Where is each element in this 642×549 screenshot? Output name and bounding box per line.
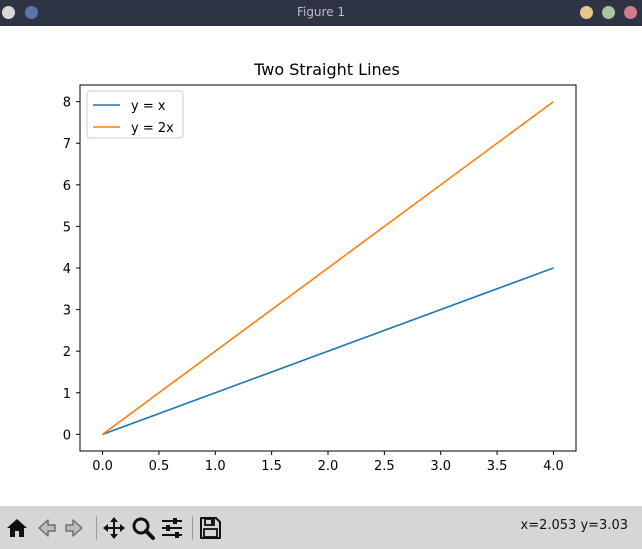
- y-tick-label: 7: [63, 137, 71, 152]
- x-tick-label: 0.5: [149, 459, 170, 474]
- forward-icon[interactable]: [63, 516, 87, 540]
- y-tick-label: 0: [63, 428, 71, 443]
- legend-label: y = 2x: [131, 121, 174, 136]
- y-tick-label: 1: [63, 387, 71, 402]
- series-line: [102, 267, 554, 436]
- chart: Two Straight Lines 0.0 0.5 1.0 1.5 2.0 2.5 3.0…: [63, 60, 577, 474]
- x-tick-label: 2.0: [318, 459, 339, 474]
- toolbar-separator: [96, 516, 97, 540]
- x-tick-label: 3.0: [430, 459, 451, 474]
- pan-icon[interactable]: [102, 516, 126, 540]
- x-tick-label: 4.0: [543, 459, 564, 474]
- minimize-button[interactable]: [580, 6, 593, 19]
- window-title: Figure 1: [296, 5, 346, 19]
- back-icon[interactable]: [34, 516, 58, 540]
- home-icon[interactable]: [5, 516, 29, 540]
- y-tick-label: 4: [63, 262, 71, 277]
- y-tick-label: 3: [63, 304, 71, 319]
- y-tick-label: 5: [63, 220, 71, 235]
- app-menu-icon[interactable]: [2, 6, 15, 19]
- y-tick-label: 6: [63, 179, 71, 194]
- maximize-button[interactable]: [602, 6, 615, 19]
- y-tick-label: 8: [63, 96, 71, 111]
- configure-subplots-icon[interactable]: [160, 516, 184, 540]
- x-tick-label: 2.5: [374, 459, 395, 474]
- figure-canvas[interactable]: Two Straight Lines 0.0 0.5 1.0 1.5 2.0 2.5 3.0…: [0, 26, 642, 506]
- series-line: [102, 100, 554, 436]
- x-tick-label: 0.0: [92, 459, 113, 474]
- cursor-coordinates: x=2.053 y=3.03: [520, 518, 628, 533]
- save-icon[interactable]: [198, 516, 222, 540]
- chart-title: Two Straight Lines: [253, 60, 400, 79]
- pin-icon[interactable]: [25, 6, 38, 19]
- legend-label: y = x: [131, 99, 166, 114]
- y-tick-label: 2: [63, 345, 71, 360]
- close-button[interactable]: [624, 6, 637, 19]
- zoom-icon[interactable]: [131, 516, 155, 540]
- window-titlebar: Figure 1: [0, 0, 642, 26]
- navigation-toolbar: x=2.053 y=3.03: [0, 506, 642, 549]
- x-tick-label: 3.5: [487, 459, 508, 474]
- x-tick-label: 1.5: [261, 459, 282, 474]
- toolbar-separator: [192, 516, 193, 540]
- x-tick-label: 1.0: [205, 459, 226, 474]
